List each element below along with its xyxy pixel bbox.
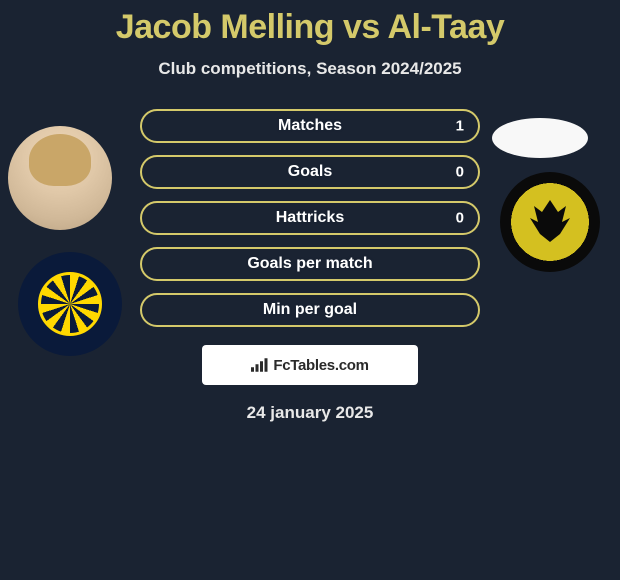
bars-icon: [251, 358, 269, 372]
stat-value-right: 0: [456, 210, 464, 227]
stat-label: Matches: [278, 117, 342, 135]
stat-row: Matches 1: [140, 109, 480, 143]
player-right-avatar: [492, 118, 588, 158]
stat-row: Goals 0: [140, 155, 480, 189]
page-title: Jacob Melling vs Al-Taay: [0, 8, 620, 47]
stat-label: Goals: [288, 163, 332, 181]
stat-row: Min per goal: [140, 293, 480, 327]
stat-label: Min per goal: [263, 301, 357, 319]
stat-value-right: 1: [456, 118, 464, 135]
stat-row: Hattricks 0: [140, 201, 480, 235]
stat-label: Hattricks: [276, 209, 344, 227]
mariners-swirl-icon: [38, 272, 102, 336]
stat-label: Goals per match: [247, 255, 372, 273]
club-left-logo: [18, 252, 122, 356]
phoenix-icon: [520, 192, 580, 252]
stat-value-right: 0: [456, 164, 464, 181]
stat-row: Goals per match: [140, 247, 480, 281]
brand-text: FcTables.com: [273, 357, 368, 374]
player-left-avatar: [8, 126, 112, 230]
snapshot-date: 24 january 2025: [0, 403, 620, 423]
club-right-logo: [500, 172, 600, 272]
season-subtitle: Club competitions, Season 2024/2025: [0, 59, 620, 79]
brand-badge: FcTables.com: [202, 345, 418, 385]
stats-list: Matches 1 Goals 0 Hattricks 0 Goals per match M…: [140, 109, 480, 327]
